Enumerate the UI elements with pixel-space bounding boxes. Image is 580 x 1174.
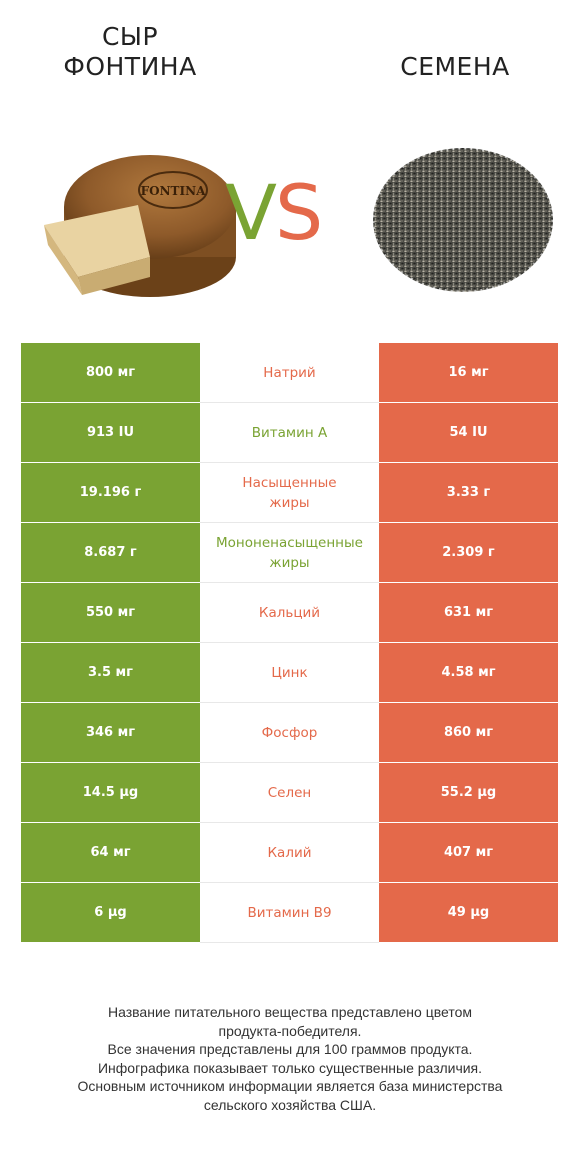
fontina-cheese-image: FONTINA	[44, 155, 236, 297]
row-divider	[200, 762, 379, 763]
footer-line: Основным источником информации является …	[77, 1078, 503, 1094]
table-row: 6 µg Витамин B9 49 µg	[21, 883, 558, 943]
nutrient-name: Витамин B9	[200, 883, 379, 942]
nutrient-name: Насыщенные жиры	[200, 463, 379, 522]
row-divider	[200, 642, 379, 643]
table-row: 800 мг Натрий 16 мг	[21, 343, 558, 403]
versus-label: VS	[225, 168, 323, 258]
row-divider	[200, 582, 379, 583]
left-value: 913 IU	[21, 403, 200, 462]
right-value: 16 мг	[379, 343, 558, 402]
left-value: 6 µg	[21, 883, 200, 942]
table-row: 3.5 мг Цинк 4.58 мг	[21, 643, 558, 703]
right-value: 631 мг	[379, 583, 558, 642]
right-value: 3.33 г	[379, 463, 558, 522]
right-value: 49 µg	[379, 883, 558, 942]
right-value: 54 IU	[379, 403, 558, 462]
nutrient-name: Витамин A	[200, 403, 379, 462]
row-divider	[200, 702, 379, 703]
right-value: 4.58 мг	[379, 643, 558, 702]
right-value: 55.2 µg	[379, 763, 558, 822]
row-divider	[200, 402, 379, 403]
left-value: 550 мг	[21, 583, 200, 642]
footer-line: продукта-победителя.	[218, 1022, 362, 1039]
nutrient-name: Селен	[200, 763, 379, 822]
footer-line: сельского хозяйства США.	[203, 1096, 377, 1113]
left-value: 3.5 мг	[21, 643, 200, 702]
row-divider	[200, 522, 379, 523]
left-value: 8.687 г	[21, 523, 200, 582]
row-divider	[200, 942, 379, 943]
footer-notes: Название питательного вещества представл…	[20, 1003, 560, 1114]
table-row: 913 IU Витамин A 54 IU	[21, 403, 558, 463]
left-value: 800 мг	[21, 343, 200, 402]
nutrient-name: Фосфор	[200, 703, 379, 762]
footer-line: Название питательного вещества представл…	[107, 1004, 473, 1020]
nutrient-name: Цинк	[200, 643, 379, 702]
footer-line: Все значения представлены для 100 граммо…	[107, 1041, 473, 1057]
right-product-title: СЕМЕНА	[400, 52, 510, 81]
nutrient-name: Кальций	[200, 583, 379, 642]
table-row: 550 мг Кальций 631 мг	[21, 583, 558, 643]
table-row: 8.687 г Мононенасыщенные жиры 2.309 г	[21, 523, 558, 583]
row-divider	[200, 462, 379, 463]
right-value: 860 мг	[379, 703, 558, 762]
chia-seeds-image	[371, 146, 555, 294]
table-row: 346 мг Фосфор 860 мг	[21, 703, 558, 763]
versus-s: S	[275, 168, 323, 257]
left-value: 14.5 µg	[21, 763, 200, 822]
footer-line: Инфографика показывает только существенн…	[97, 1059, 483, 1076]
row-divider	[200, 882, 379, 883]
table-row: 19.196 г Насыщенные жиры 3.33 г	[21, 463, 558, 523]
row-divider	[200, 822, 379, 823]
nutrient-comparison-table: 800 мг Натрий 16 мг 913 IU Витамин A 54 IU 19.…	[21, 343, 558, 943]
cheese-brand-stamp: FONTINA	[141, 184, 206, 198]
left-value: 19.196 г	[21, 463, 200, 522]
nutrient-name: Калий	[200, 823, 379, 882]
left-value: 64 мг	[21, 823, 200, 882]
left-value: 346 мг	[21, 703, 200, 762]
left-product-title: СЫР ФОНТИНА	[63, 22, 197, 81]
nutrient-name: Мононенасыщенные жиры	[200, 523, 379, 582]
table-row: 14.5 µg Селен 55.2 µg	[21, 763, 558, 823]
right-value: 2.309 г	[379, 523, 558, 582]
right-value: 407 мг	[379, 823, 558, 882]
nutrient-name: Натрий	[200, 343, 379, 402]
versus-v: V	[225, 168, 277, 257]
table-row: 64 мг Калий 407 мг	[21, 823, 558, 883]
